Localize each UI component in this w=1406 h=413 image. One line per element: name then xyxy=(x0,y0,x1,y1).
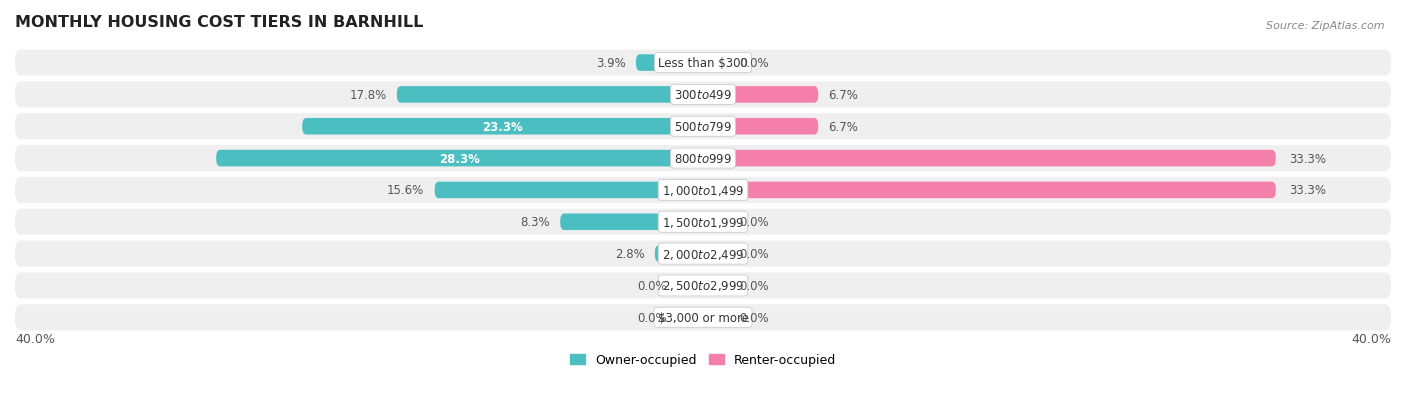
Text: $2,500 to $2,999: $2,500 to $2,999 xyxy=(662,279,744,293)
FancyBboxPatch shape xyxy=(15,82,1391,108)
Text: 0.0%: 0.0% xyxy=(637,279,666,292)
FancyBboxPatch shape xyxy=(703,55,728,72)
FancyBboxPatch shape xyxy=(560,214,703,230)
Text: $1,500 to $1,999: $1,500 to $1,999 xyxy=(662,215,744,229)
FancyBboxPatch shape xyxy=(703,119,818,135)
Text: 0.0%: 0.0% xyxy=(740,216,769,229)
Text: 0.0%: 0.0% xyxy=(637,311,666,324)
FancyBboxPatch shape xyxy=(703,214,728,230)
Text: 17.8%: 17.8% xyxy=(349,89,387,102)
Text: 2.8%: 2.8% xyxy=(614,247,644,261)
Text: 0.0%: 0.0% xyxy=(740,311,769,324)
FancyBboxPatch shape xyxy=(703,278,728,294)
FancyBboxPatch shape xyxy=(15,146,1391,172)
Text: 6.7%: 6.7% xyxy=(828,121,859,133)
FancyBboxPatch shape xyxy=(15,304,1391,330)
Text: $800 to $999: $800 to $999 xyxy=(673,152,733,165)
Text: Source: ZipAtlas.com: Source: ZipAtlas.com xyxy=(1267,21,1385,31)
Text: 33.3%: 33.3% xyxy=(1289,152,1326,165)
FancyBboxPatch shape xyxy=(15,178,1391,204)
FancyBboxPatch shape xyxy=(15,209,1391,235)
Text: $500 to $799: $500 to $799 xyxy=(673,121,733,133)
Text: 0.0%: 0.0% xyxy=(740,247,769,261)
Text: MONTHLY HOUSING COST TIERS IN BARNHILL: MONTHLY HOUSING COST TIERS IN BARNHILL xyxy=(15,15,423,30)
FancyBboxPatch shape xyxy=(15,241,1391,267)
Text: 40.0%: 40.0% xyxy=(15,332,55,346)
FancyBboxPatch shape xyxy=(15,114,1391,140)
FancyBboxPatch shape xyxy=(703,87,818,103)
FancyBboxPatch shape xyxy=(217,150,703,167)
Text: 0.0%: 0.0% xyxy=(740,57,769,70)
Text: 28.3%: 28.3% xyxy=(439,152,479,165)
Text: 15.6%: 15.6% xyxy=(387,184,425,197)
FancyBboxPatch shape xyxy=(434,182,703,199)
Text: 0.0%: 0.0% xyxy=(740,279,769,292)
Legend: Owner-occupied, Renter-occupied: Owner-occupied, Renter-occupied xyxy=(565,349,841,371)
FancyBboxPatch shape xyxy=(678,309,703,326)
Text: Less than $300: Less than $300 xyxy=(658,57,748,70)
FancyBboxPatch shape xyxy=(703,246,728,262)
Text: $300 to $499: $300 to $499 xyxy=(673,89,733,102)
Text: 3.9%: 3.9% xyxy=(596,57,626,70)
FancyBboxPatch shape xyxy=(703,150,1275,167)
FancyBboxPatch shape xyxy=(703,309,728,326)
FancyBboxPatch shape xyxy=(302,119,703,135)
Text: 40.0%: 40.0% xyxy=(1351,332,1391,346)
FancyBboxPatch shape xyxy=(678,278,703,294)
Text: $3,000 or more: $3,000 or more xyxy=(658,311,748,324)
Text: 23.3%: 23.3% xyxy=(482,121,523,133)
FancyBboxPatch shape xyxy=(636,55,703,72)
Text: 33.3%: 33.3% xyxy=(1289,184,1326,197)
FancyBboxPatch shape xyxy=(15,50,1391,76)
Text: 6.7%: 6.7% xyxy=(828,89,859,102)
FancyBboxPatch shape xyxy=(396,87,703,103)
Text: $1,000 to $1,499: $1,000 to $1,499 xyxy=(662,183,744,197)
FancyBboxPatch shape xyxy=(703,182,1275,199)
Text: $2,000 to $2,499: $2,000 to $2,499 xyxy=(662,247,744,261)
Text: 8.3%: 8.3% xyxy=(520,216,550,229)
FancyBboxPatch shape xyxy=(655,246,703,262)
FancyBboxPatch shape xyxy=(15,273,1391,299)
